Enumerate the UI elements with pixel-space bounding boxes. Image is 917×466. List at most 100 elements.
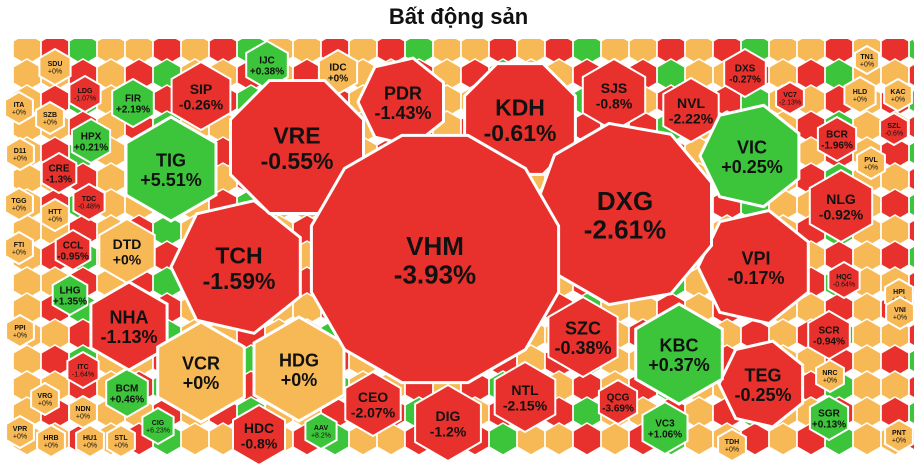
cell-aav[interactable]: AAV+8.2% [304,411,338,451]
cell-change: -0.38% [554,338,611,358]
cell-vpr[interactable]: VPR+0% [5,414,35,450]
cell-vc3[interactable]: VC3+1.06% [641,400,689,456]
cell-shape [111,77,155,129]
cell-hdg[interactable]: HDG+0% [252,315,346,423]
cell-vpi[interactable]: VPI-0.17% [696,208,810,326]
cell-nha[interactable]: NHA-1.13% [89,280,169,372]
cell-shape [531,121,713,307]
cell-qcg[interactable]: QCG-3.69% [597,378,639,426]
cell-vc7[interactable]: VC7-2.13% [775,80,805,116]
cell-vrg[interactable]: VRG+0% [30,381,60,417]
cell-ceo[interactable]: CEO-2.07% [344,370,402,438]
cell-cre[interactable]: CRE-1.3% [40,151,78,195]
cell-teg[interactable]: TEG-0.25% [717,339,805,429]
cell-change: -0.94% [813,337,845,348]
cell-bcr[interactable]: BCR-1.96% [816,115,858,163]
cell-stl[interactable]: STL+0% [106,423,136,459]
cell-change: +0% [853,97,867,104]
cell-symbol: NDN [75,406,90,413]
filler-cell [908,375,914,399]
cell-hu1[interactable]: HU1+0% [75,423,105,459]
cell-dxg[interactable]: DXG-2.61% [531,121,713,307]
cell-sip[interactable]: SIP-0.26% [170,60,232,132]
cell-kbc[interactable]: KBC+0.37% [634,302,724,406]
cell-ldg[interactable]: LDG-1.07% [68,74,102,114]
cell-vic[interactable]: VIC+0.25% [698,103,801,209]
cell-htt[interactable]: HTT+0% [40,197,70,233]
cell-tgg[interactable]: TGG+0% [4,186,34,222]
cell-hrb[interactable]: HRB+0% [36,423,66,459]
cell-dtd[interactable]: DTD+0% [98,217,156,285]
cell-ppi[interactable]: PPI+0% [5,313,35,349]
cell-szb[interactable]: SZB+0% [35,100,65,136]
cell-symbol: CIG [152,420,165,427]
cell-lhg[interactable]: LHG+1.35% [51,273,89,317]
cell-pdr[interactable]: PDR-1.43% [356,56,445,148]
cell-hld[interactable]: HLD+0% [843,75,877,115]
cell-dxs[interactable]: DXS-0.27% [723,47,767,99]
cell-vhm[interactable]: VHM-3.93% [309,133,561,385]
cell-tn1[interactable]: TN1+0% [853,44,881,76]
cell-tch[interactable]: TCH-1.59% [169,199,302,335]
cell-kdh[interactable]: KDH-0.61% [463,62,577,176]
cell-pvl[interactable]: PVL+0% [856,145,886,181]
cell-nvl[interactable]: NVL-2.22% [662,76,720,144]
cell-symbol: DXG [597,186,653,216]
cell-fir[interactable]: FIR+2.19% [111,77,155,129]
cell-symbol: NVL [677,95,705,111]
cell-change: +5.51% [140,170,202,190]
cell-shape [5,414,35,450]
cell-symbol: HQC [836,274,852,281]
cell-symbol: VHM [406,231,464,261]
cell-symbol: PDR [384,83,422,103]
cell-hqc[interactable]: HQC-0.64% [827,260,861,300]
cell-sdu[interactable]: SDU+0% [38,47,72,87]
cell-fti[interactable]: FTI+0% [4,230,34,266]
cell-szc[interactable]: SZC-0.38% [547,295,619,379]
cell-ita[interactable]: ITA+0% [4,90,34,126]
cell-vre[interactable]: VRE-0.55% [229,79,365,215]
filler-cell [908,167,914,191]
cell-cig[interactable]: CIG+6.23% [141,406,175,446]
cell-change: -1.13% [100,327,157,347]
cell-ntl[interactable]: NTL-2.15% [493,360,557,434]
cell-symbol: BCM [116,384,139,395]
cell-shape [106,423,136,459]
filler-cell [684,422,714,456]
cell-sgr[interactable]: SGR+0.13% [808,394,850,442]
cell-vcr[interactable]: VCR+0% [156,320,246,424]
cell-hdc[interactable]: HDC-0.8% [232,403,286,465]
cell-tig[interactable]: TIG+5.51% [124,115,218,223]
cell-symbol: PNT [892,430,907,437]
cell-scr[interactable]: SCR-0.94% [807,309,851,361]
cell-change: -2.13% [779,100,801,107]
cell-vni[interactable]: VNI+0% [885,295,914,331]
cell-change: +0% [12,110,26,117]
cell-symbol: HRB [43,435,58,442]
cell-shape [634,302,724,406]
cell-nrc[interactable]: NRC+0% [815,358,845,394]
cell-d11[interactable]: D11+0% [5,136,35,172]
cell-symbol: HLD [853,89,867,96]
cell-bcm[interactable]: BCM+0.46% [105,367,149,419]
cell-ndn[interactable]: NDN+0% [68,394,98,430]
treemap-area: TN1 +0% NRC +0% SZB +0% HTT +0% VRG +0% NDN +0% HRB +… [3,39,914,465]
cell-hpx[interactable]: HPX+0.21% [70,117,112,165]
cell-shape [883,77,913,113]
cell-shape [723,47,767,99]
cell-tdh[interactable]: TDH+0% [717,427,747,463]
cell-shape [5,313,35,349]
cell-shape [40,151,78,195]
cell-itc[interactable]: ITC-1.64% [66,350,100,390]
cell-tdc[interactable]: TDC-0.48% [72,182,106,222]
cell-change: +0.21% [74,143,108,154]
cell-shape [66,350,100,390]
cell-szl[interactable]: SZL-0.6% [879,111,909,147]
cell-dig[interactable]: DIG-1.2% [414,383,482,463]
cell-ccl[interactable]: CCL-0.95% [54,228,92,272]
cell-nlg[interactable]: NLG-0.92% [808,168,874,244]
cell-kac[interactable]: KAC+0% [883,77,913,113]
cell-pnt[interactable]: PNT+0% [884,418,914,454]
cell-change: -2.15% [503,397,548,413]
cell-symbol: VCR [182,353,220,373]
